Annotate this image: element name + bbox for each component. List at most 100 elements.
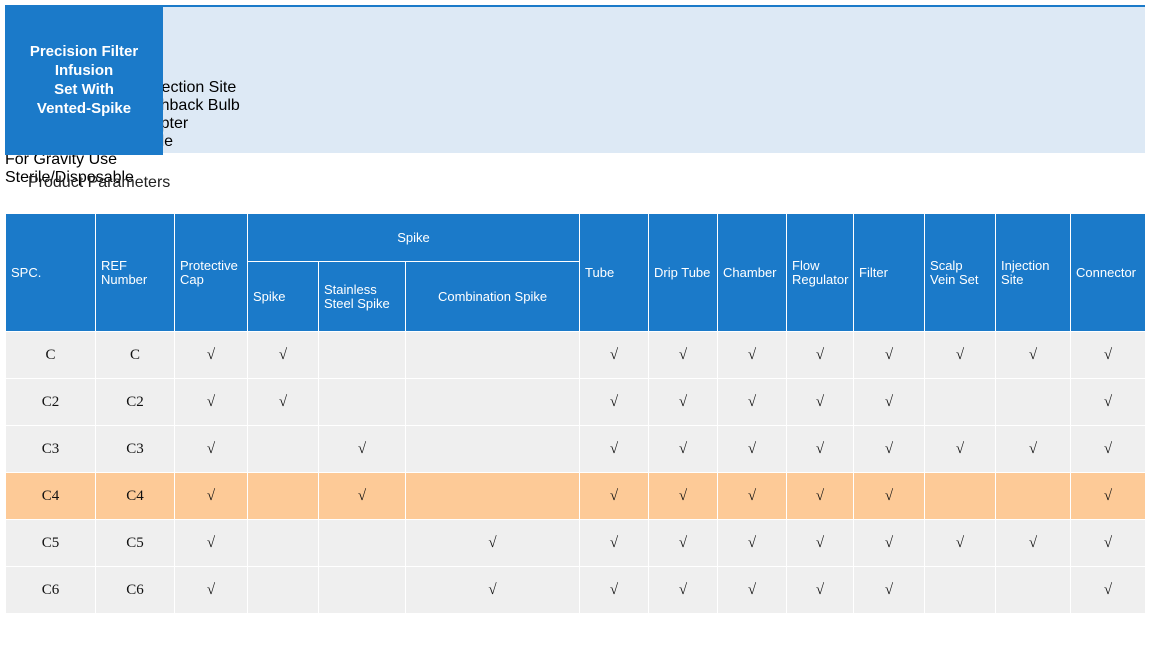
check-cell: √: [717, 472, 788, 520]
product-title: Precision Filter Infusion Set With Vented-S…: [5, 5, 163, 155]
check-cell: [404, 425, 581, 473]
row-label: C5: [95, 519, 175, 567]
check-cell: [247, 472, 319, 520]
check-cell: [924, 378, 997, 426]
feature-item: For Gravity Use: [5, 151, 118, 168]
check-cell: [247, 566, 319, 614]
check-cell: [924, 566, 997, 614]
check-cell: √: [1070, 472, 1147, 520]
row-label: C4: [95, 472, 175, 520]
column-header: Connector: [1070, 213, 1147, 332]
check-cell: √: [579, 519, 650, 567]
column-header: Filter: [853, 213, 926, 332]
title-line: Infusion: [54, 62, 114, 79]
check-cell: √: [174, 331, 248, 379]
check-cell: √: [786, 425, 855, 473]
check-cell: √: [786, 331, 855, 379]
check-cell: √: [579, 472, 650, 520]
check-cell: √: [786, 378, 855, 426]
title-line: Vented-Spike: [36, 100, 132, 117]
check-cell: [995, 378, 1072, 426]
check-cell: [318, 378, 406, 426]
check-cell: √: [648, 331, 719, 379]
check-cell: √: [995, 425, 1072, 473]
check-cell: √: [924, 331, 997, 379]
column-header: Flow Regulator: [786, 213, 855, 332]
column-header: Chamber: [717, 213, 788, 332]
sub-column-header: Combination Spike: [404, 261, 581, 332]
check-cell: [318, 566, 406, 614]
row-label: C3: [95, 425, 175, 473]
check-cell: √: [174, 566, 248, 614]
check-cell: √: [1070, 378, 1147, 426]
check-cell: √: [853, 566, 926, 614]
column-header: Tube: [579, 213, 650, 332]
column-header: Spike: [246, 213, 581, 262]
table-row: C C √ √ √ √ √ √ √ √ √ √: [5, 331, 1147, 379]
check-cell: √: [853, 472, 926, 520]
check-cell: √: [1070, 425, 1147, 473]
check-cell: √: [995, 331, 1072, 379]
table-row: C2 C2 √ √ √ √ √ √ √ √: [5, 378, 1147, 426]
check-cell: √: [174, 378, 248, 426]
check-cell: √: [579, 566, 650, 614]
feature-item: Chamber: [5, 61, 1145, 79]
check-cell: [318, 331, 406, 379]
check-cell: √: [404, 519, 581, 567]
table-row: C5 C5 √ √ √ √ √ √ √ √ √ √: [5, 519, 1147, 567]
check-cell: [247, 519, 319, 567]
check-cell: √: [648, 425, 719, 473]
row-label: C3: [5, 425, 96, 473]
table-row: C4 C4 √ √ √ √ √ √ √ √: [5, 472, 1147, 520]
column-header: SPC.: [5, 213, 96, 332]
row-label: C6: [95, 566, 175, 614]
check-cell: √: [648, 519, 719, 567]
row-label: C4: [5, 472, 96, 520]
check-cell: √: [174, 519, 248, 567]
row-label: C5: [5, 519, 96, 567]
feature-item: With Or Without Needle: [5, 133, 1145, 151]
row-label: C2: [95, 378, 175, 426]
table-row: C6 C6 √ √ √ √ √ √ √ √: [5, 566, 1147, 614]
row-label: C6: [5, 566, 96, 614]
check-cell: [995, 566, 1072, 614]
feature-item: Sterile/Disposable: [5, 169, 134, 186]
column-header: Injection Site: [995, 213, 1072, 332]
title-line: Precision Filter: [29, 43, 139, 60]
check-cell: √: [404, 566, 581, 614]
check-cell: √: [648, 472, 719, 520]
check-cell: √: [717, 425, 788, 473]
feature-item: Luer Slip Or Lock Adapter: [5, 115, 1145, 133]
sub-column-header: Spike: [247, 261, 319, 332]
check-cell: √: [853, 519, 926, 567]
header-banner: Precision Filter Infusion Set With Vented-S…: [5, 5, 1145, 186]
table-row: C3 C3 √ √ √ √ √ √ √ √ √ √: [5, 425, 1147, 473]
check-cell: √: [786, 566, 855, 614]
feature-item: Latex/Latex-Free Flashback Bulb: [5, 97, 240, 114]
check-cell: √: [247, 378, 319, 426]
check-cell: √: [174, 425, 248, 473]
row-label: C2: [5, 378, 96, 426]
column-header: REF Number: [95, 213, 175, 332]
check-cell: [404, 331, 581, 379]
check-cell: √: [924, 519, 997, 567]
title-line: Set With: [54, 81, 114, 98]
check-cell: √: [648, 566, 719, 614]
column-header: Protective Cap: [174, 213, 248, 332]
check-cell: √: [1070, 566, 1147, 614]
check-cell: √: [1070, 519, 1147, 567]
parameter-table: SPC. REF Number Protective Cap Spike Tube Dri…: [5, 213, 1147, 614]
column-header: Scalp Vein Set: [924, 213, 997, 332]
check-cell: √: [786, 519, 855, 567]
check-cell: √: [924, 425, 997, 473]
feature-item: 20 Drops=1±0.1ml: [5, 25, 1145, 43]
check-cell: √: [717, 331, 788, 379]
check-cell: [318, 519, 406, 567]
check-cell: √: [579, 378, 650, 426]
check-cell: [924, 472, 997, 520]
check-cell: √: [717, 519, 788, 567]
feature-item: DEHP: [5, 7, 1145, 25]
check-cell: √: [318, 425, 406, 473]
